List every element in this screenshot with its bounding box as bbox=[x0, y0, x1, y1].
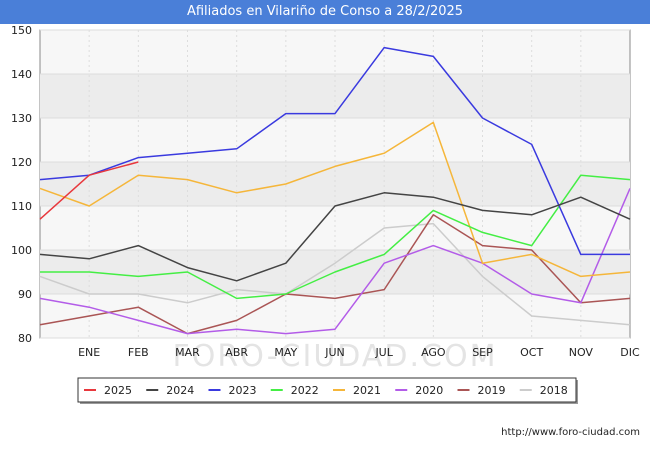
y-tick-label: 150 bbox=[11, 24, 32, 37]
y-tick-label: 120 bbox=[11, 156, 32, 169]
y-tick-label: 100 bbox=[11, 244, 32, 257]
x-tick-label: FEB bbox=[128, 346, 149, 359]
series-line-2024 bbox=[39, 192, 631, 282]
legend-label-2019: 2019 bbox=[478, 384, 506, 397]
series-line-2023 bbox=[39, 46, 630, 256]
x-tick-label: JUL bbox=[374, 346, 393, 359]
x-tick-label: ABR bbox=[225, 346, 248, 359]
y-tick-label: 130 bbox=[11, 112, 32, 125]
series-line-2022 bbox=[40, 174, 631, 300]
series-line-2019 bbox=[39, 214, 631, 335]
source-url: http://www.foro-ciudad.com bbox=[501, 427, 640, 438]
x-tick-label: OCT bbox=[520, 346, 543, 359]
legend-label-2024: 2024 bbox=[166, 384, 194, 397]
x-tick-label: NOV bbox=[569, 346, 594, 359]
y-tick-label: 80 bbox=[18, 332, 32, 345]
x-tick-label: MAR bbox=[175, 346, 200, 359]
y-tick-label: 90 bbox=[18, 288, 32, 301]
chart-title: Afiliados en Vilariño de Conso a 28/2/20… bbox=[186, 4, 464, 19]
x-tick-label: JUN bbox=[324, 346, 345, 359]
series-line-2020 bbox=[39, 188, 631, 335]
legend-label-2023: 2023 bbox=[229, 384, 257, 397]
legend-label-2018: 2018 bbox=[540, 384, 568, 397]
legend-label-2020: 2020 bbox=[415, 384, 443, 397]
series-line-2025 bbox=[39, 161, 139, 220]
x-tick-label: MAY bbox=[274, 346, 297, 359]
grid-band bbox=[40, 162, 630, 206]
watermark: FORO-CIUDAD.COM bbox=[173, 339, 498, 374]
legend-label-2025: 2025 bbox=[104, 384, 132, 397]
x-tick-label: DIC bbox=[620, 346, 640, 359]
x-tick-label: AGO bbox=[421, 346, 446, 359]
title-bar bbox=[0, 0, 650, 24]
legend-box bbox=[77, 377, 577, 403]
y-tick-label: 110 bbox=[11, 200, 32, 213]
x-tick-label: SEP bbox=[472, 346, 493, 359]
y-tick-label: 140 bbox=[11, 68, 32, 81]
legend-label-2021: 2021 bbox=[353, 384, 381, 397]
series-line-2021 bbox=[39, 121, 631, 278]
series-line-2018 bbox=[39, 222, 631, 326]
x-tick-label: ENE bbox=[78, 346, 100, 359]
legend-label-2022: 2022 bbox=[291, 384, 319, 397]
